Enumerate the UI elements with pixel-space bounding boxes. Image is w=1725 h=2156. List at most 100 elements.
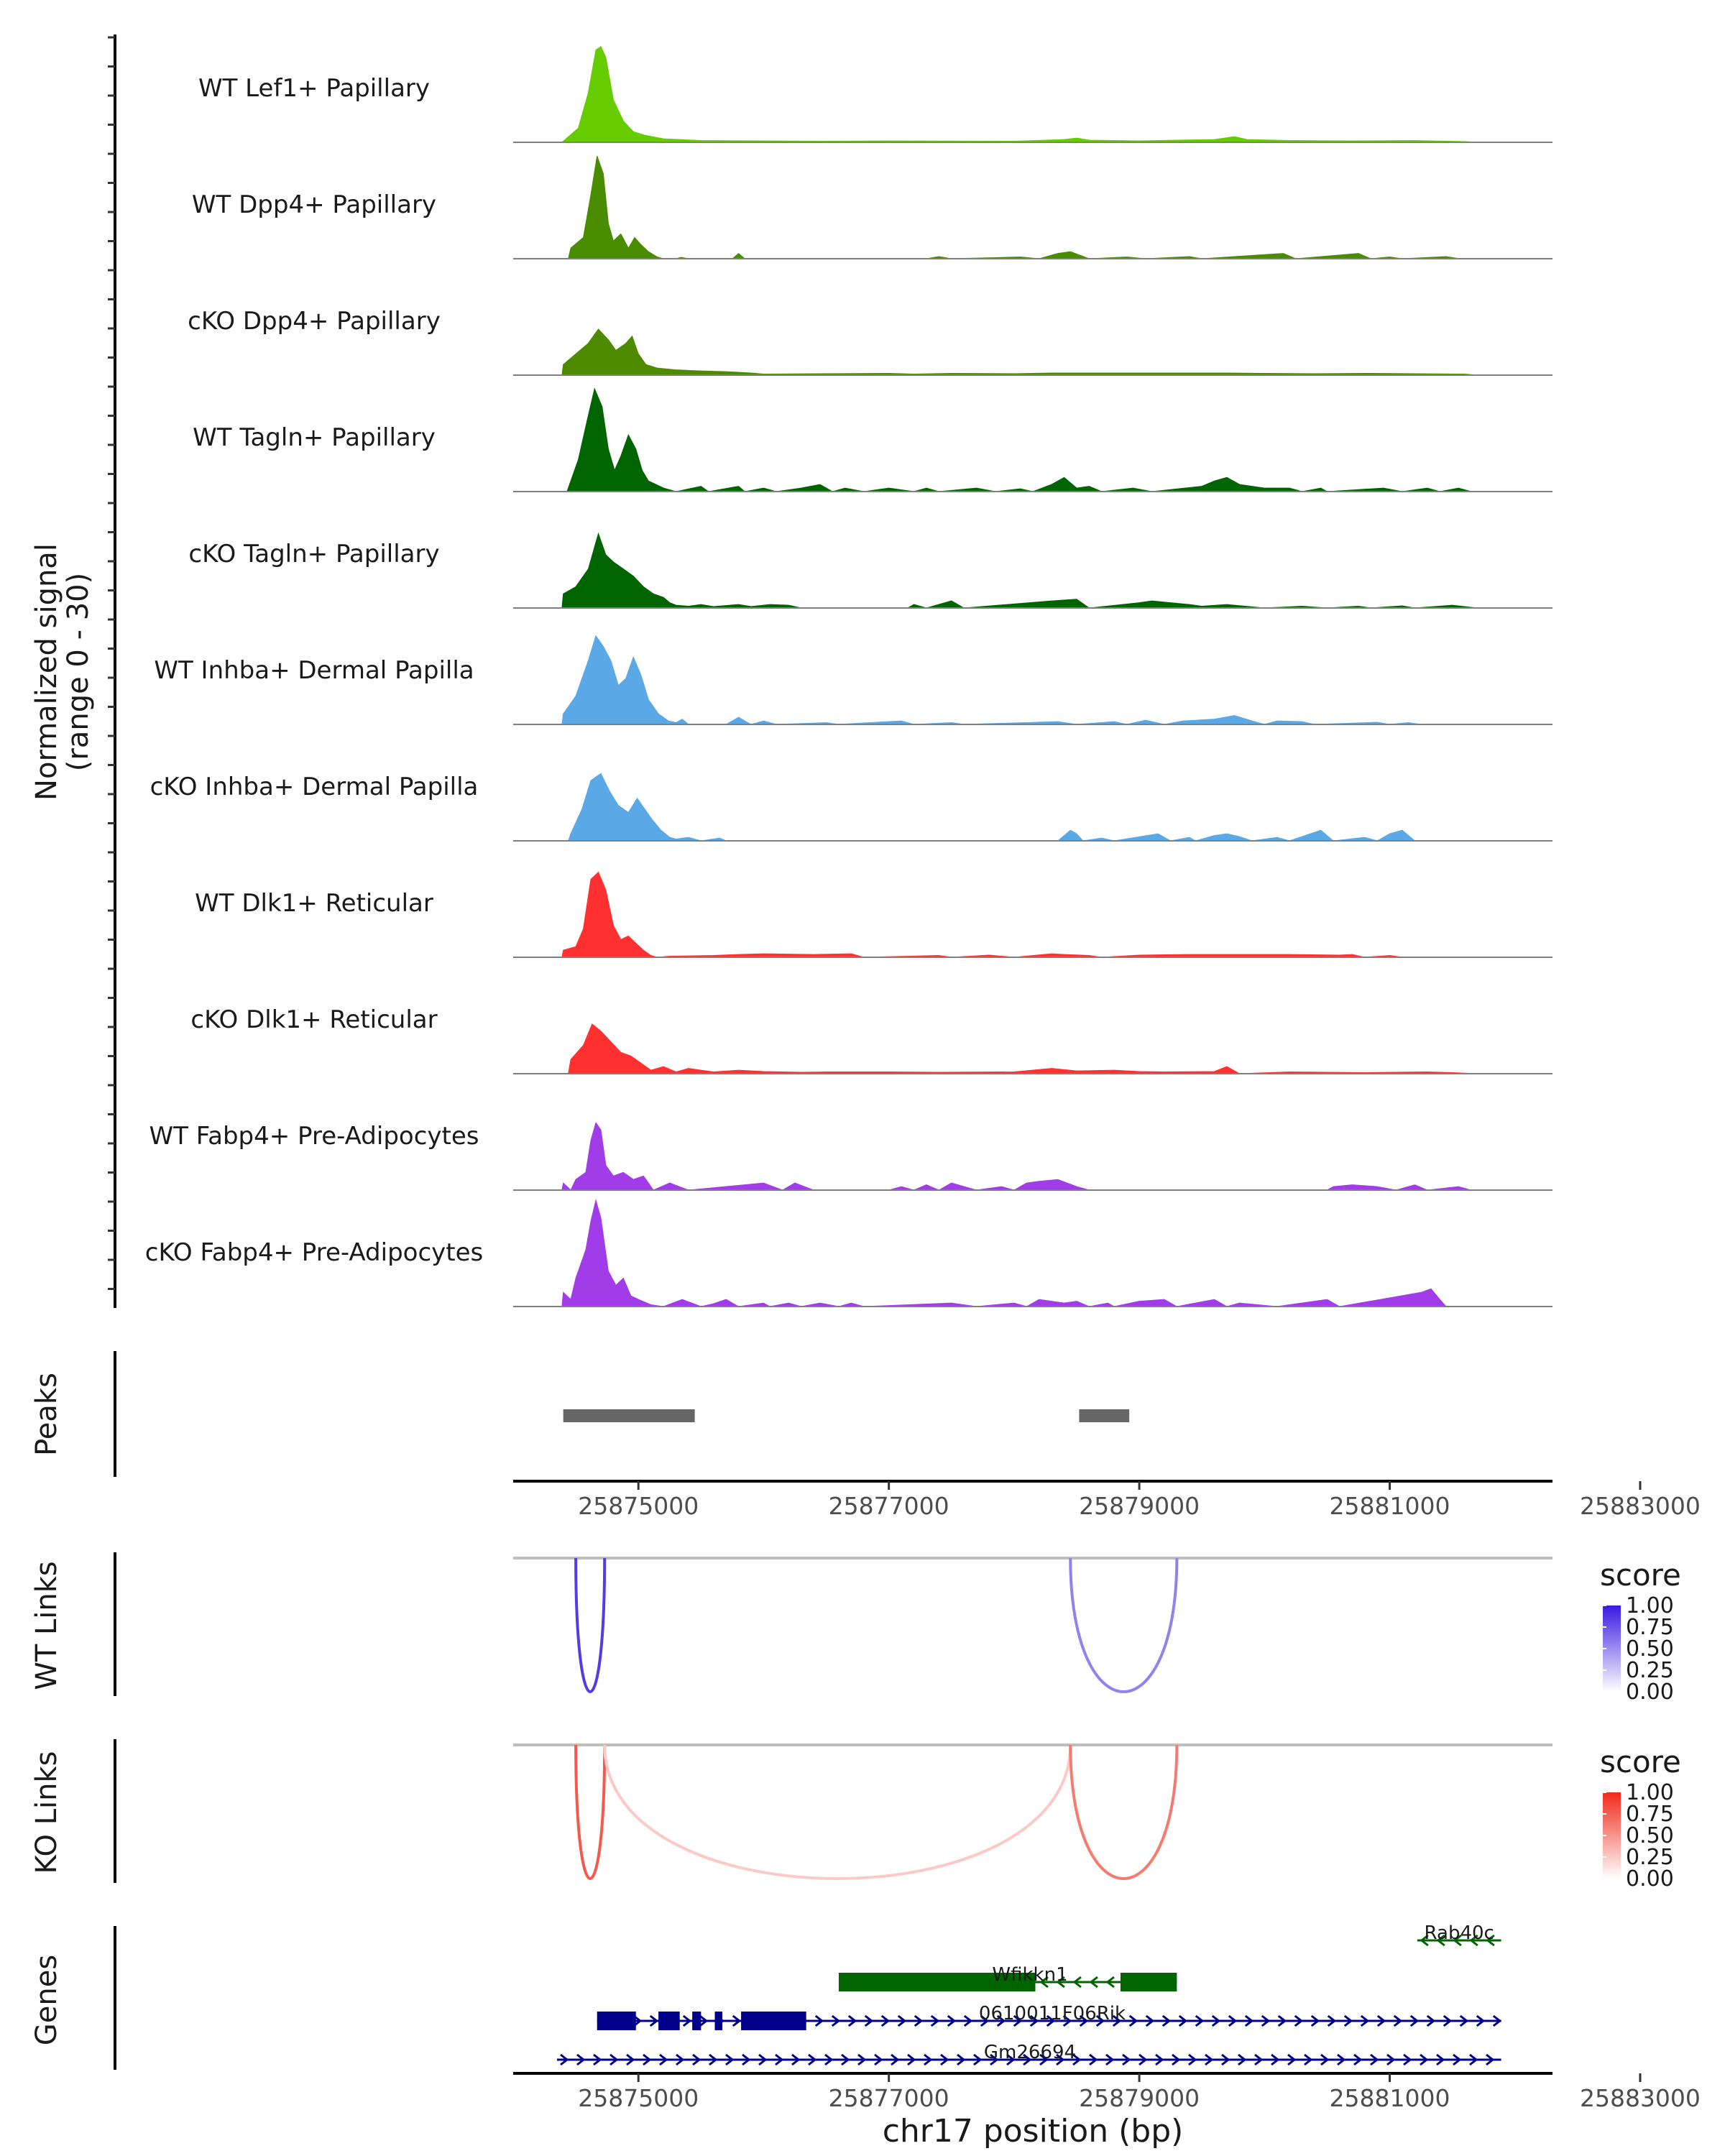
x-axis-upper: 25875000 25877000 25879000 25881000 25883000 xyxy=(578,1481,1701,1520)
track-label-wt-dpp4-papillary: WT Dpp4+ Papillary xyxy=(192,190,436,219)
strand-chevron xyxy=(1221,2053,1230,2066)
coverage-area-wt-dlk1-reticular xyxy=(561,871,1402,958)
strand-chevron xyxy=(914,2014,924,2027)
strand-chevron xyxy=(593,2053,602,2066)
strand-chevron xyxy=(758,2053,768,2066)
strand-chevron xyxy=(1072,2053,1082,2066)
strand-chevron xyxy=(1459,2014,1469,2027)
strand-chevron xyxy=(1426,2014,1436,2027)
x-tick-label: 25875000 xyxy=(578,1492,699,1520)
coverage-track-wt-dpp4-papillary: WT Dpp4+ Papillary xyxy=(192,155,1552,259)
x-axis-label: chr17 position (bp) xyxy=(883,2113,1184,2150)
strand-chevron xyxy=(1370,2053,1379,2066)
strand-chevron xyxy=(610,2053,619,2066)
x-tick-label: 25883000 xyxy=(1580,1492,1701,1520)
strand-chevron xyxy=(940,2053,949,2066)
strand-chevron xyxy=(1420,1934,1429,1947)
peak-interval xyxy=(1079,1409,1130,1422)
strand-chevron xyxy=(1178,2014,1188,2027)
strand-chevron xyxy=(1105,1976,1115,1989)
strand-chevron xyxy=(1287,2053,1297,2066)
strand-chevron xyxy=(808,2053,817,2066)
coverage-track-cko-dpp4-papillary: cKO Dpp4+ Papillary xyxy=(188,307,1552,376)
strand-chevron xyxy=(1420,2053,1429,2066)
strand-chevron xyxy=(682,2014,692,2027)
strand-chevron xyxy=(1492,2014,1502,2027)
coverage-track-wt-inhba-dermal-papilla: WT Inhba+ Dermal Papilla xyxy=(154,635,1552,725)
strand-chevron xyxy=(742,2053,751,2066)
strand-chevron xyxy=(1062,2014,1072,2027)
wt-legend-title: score xyxy=(1600,1557,1681,1593)
strand-chevron xyxy=(996,2014,1006,2027)
gene-exon xyxy=(597,2012,636,2030)
strand-chevron xyxy=(1046,2014,1056,2027)
strand-chevron xyxy=(1469,2053,1478,2066)
wt-links-legend: score 1.000.750.500.250.00 xyxy=(1600,1557,1681,1705)
genes-label: Genes xyxy=(30,1955,63,2045)
legend-tick-label: 1.00 xyxy=(1626,1593,1674,1618)
peaks-label: Peaks xyxy=(30,1373,63,1456)
strand-chevron xyxy=(891,2053,900,2066)
coverage-track-cko-dlk1-reticular: cKO Dlk1+ Reticular xyxy=(190,1005,1552,1074)
strand-chevron xyxy=(676,2053,685,2066)
peaks-intervals xyxy=(563,1409,1130,1422)
coverage-y-label: Normalized signal xyxy=(30,543,63,801)
ko-links-label: KO Links xyxy=(30,1751,63,1874)
strand-chevron xyxy=(1343,2014,1353,2027)
strand-chevron xyxy=(930,2014,940,2027)
strand-chevron xyxy=(1211,2014,1221,2027)
strand-chevron xyxy=(1386,2053,1396,2066)
x-tick-label: 25881000 xyxy=(1330,1492,1450,1520)
track-label-cko-fabp4-pre-adipocytes: cKO Fabp4+ Pre-Adipocytes xyxy=(145,1238,484,1267)
ko-legend-ticks: 1.000.750.500.250.00 xyxy=(1603,1780,1674,1892)
strand-chevron xyxy=(907,2053,916,2066)
strand-chevron xyxy=(1310,2014,1320,2027)
track-label-cko-tagln-papillary: cKO Tagln+ Papillary xyxy=(188,540,439,568)
gene-exon xyxy=(741,2012,806,2030)
strand-chevron xyxy=(1095,2014,1105,2027)
strand-chevron xyxy=(1337,2053,1346,2066)
strand-chevron xyxy=(1294,2014,1304,2027)
coverage-area-cko-tagln-papillary xyxy=(561,532,1478,609)
strand-chevron xyxy=(957,2053,966,2066)
wt-legend-ticks: 1.000.750.500.250.00 xyxy=(1603,1593,1674,1705)
coverage-y-label-range: (range 0 - 30) xyxy=(62,573,95,771)
strand-chevron xyxy=(1205,2053,1214,2066)
strand-chevron xyxy=(626,2053,635,2066)
track-label-wt-dlk1-reticular: WT Dlk1+ Reticular xyxy=(195,889,433,918)
x-tick-label: 25879000 xyxy=(1079,2084,1200,2112)
x-tick-label: 25875000 xyxy=(578,2084,699,2112)
legend-tick-label: 0.00 xyxy=(1626,1866,1674,1892)
strand-chevron xyxy=(1353,2053,1363,2066)
strand-chevron xyxy=(709,2053,718,2066)
strand-chevron xyxy=(1244,2014,1254,2027)
strand-chevron xyxy=(1376,2014,1386,2027)
peak-interval xyxy=(563,1409,695,1422)
gene-exon xyxy=(714,2012,722,2030)
strand-chevron xyxy=(880,2014,891,2027)
strand-chevron xyxy=(725,2053,735,2066)
strand-chevron xyxy=(831,2014,841,2027)
x-tick-label: 25877000 xyxy=(829,2084,949,2112)
strand-chevron xyxy=(847,2014,857,2027)
strand-chevron xyxy=(1112,2014,1122,2027)
track-label-wt-tagln-papillary: WT Tagln+ Papillary xyxy=(193,423,436,452)
strand-chevron xyxy=(560,2053,569,2066)
link-arc xyxy=(603,1744,1072,1880)
strand-chevron xyxy=(924,2053,933,2066)
coverage-area-wt-tagln-papillary xyxy=(561,387,1471,492)
strand-chevron xyxy=(1360,2014,1370,2027)
strand-chevron xyxy=(1486,2053,1495,2066)
strand-chevron xyxy=(1072,1976,1082,1989)
coverage-area-wt-dpp4-papillary xyxy=(561,155,1460,259)
ko-links-panel: KO Links score 1.000.750.500.250.00 xyxy=(30,1739,1681,1892)
gene-0610011f06rik: 0610011F06Rik xyxy=(597,2003,1502,2030)
strand-chevron xyxy=(1469,1934,1478,1947)
coverage-area-wt-fabp4-pre-adipocytes xyxy=(561,1122,1471,1191)
strand-chevron xyxy=(1277,2014,1287,2027)
strand-chevron xyxy=(1436,2053,1445,2066)
strand-chevron xyxy=(864,2014,874,2027)
gene-rab40c: Rab40c xyxy=(1417,1922,1501,1947)
legend-tick-label: 1.00 xyxy=(1626,1780,1674,1805)
